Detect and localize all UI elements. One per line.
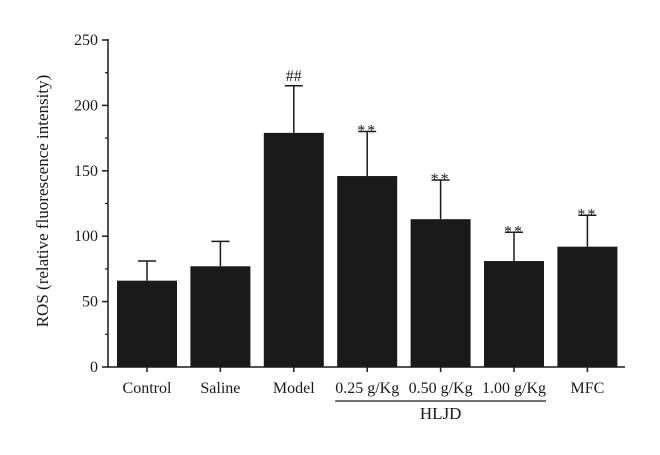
significance-label: ** xyxy=(504,223,524,240)
significance-label: ** xyxy=(577,206,597,223)
bar xyxy=(117,280,177,367)
bar xyxy=(263,132,324,367)
bar xyxy=(484,261,544,367)
x-tick-label: Saline xyxy=(200,380,240,397)
x-tick-label: MFC xyxy=(571,380,605,397)
significance-label: ** xyxy=(357,123,377,140)
x-tick-label: 0.50 g/Kg xyxy=(409,380,473,397)
y-tick-label: 200 xyxy=(74,97,98,114)
x-tick-label: 0.25 g/Kg xyxy=(335,380,399,397)
y-tick-label: 150 xyxy=(74,163,98,180)
significance-label: ## xyxy=(286,68,302,85)
y-tick-label: 50 xyxy=(82,294,98,311)
x-tick-label: Model xyxy=(273,380,315,397)
x-tick-label: Control xyxy=(123,380,172,397)
group-label: HLJD xyxy=(420,404,462,423)
y-tick-label: 100 xyxy=(74,228,98,245)
bar xyxy=(557,246,618,367)
significance-label: ** xyxy=(431,171,451,188)
x-tick-label: 1.00 g/Kg xyxy=(482,380,546,397)
bar xyxy=(410,219,471,367)
y-tick-label: 0 xyxy=(90,359,98,376)
y-axis-title: ROS (relative fluorescence intensity) xyxy=(33,75,52,328)
y-axis: 0 50 100 150 200 250 xyxy=(74,32,109,376)
bars: ## ** ** ** ** xyxy=(117,68,618,367)
bar xyxy=(190,266,251,367)
x-axis: Control Saline Model 0.25 g/Kg 0.50 g/Kg 1.00… xyxy=(108,366,625,423)
y-tick-label: 250 xyxy=(74,32,98,49)
bar xyxy=(337,176,398,367)
